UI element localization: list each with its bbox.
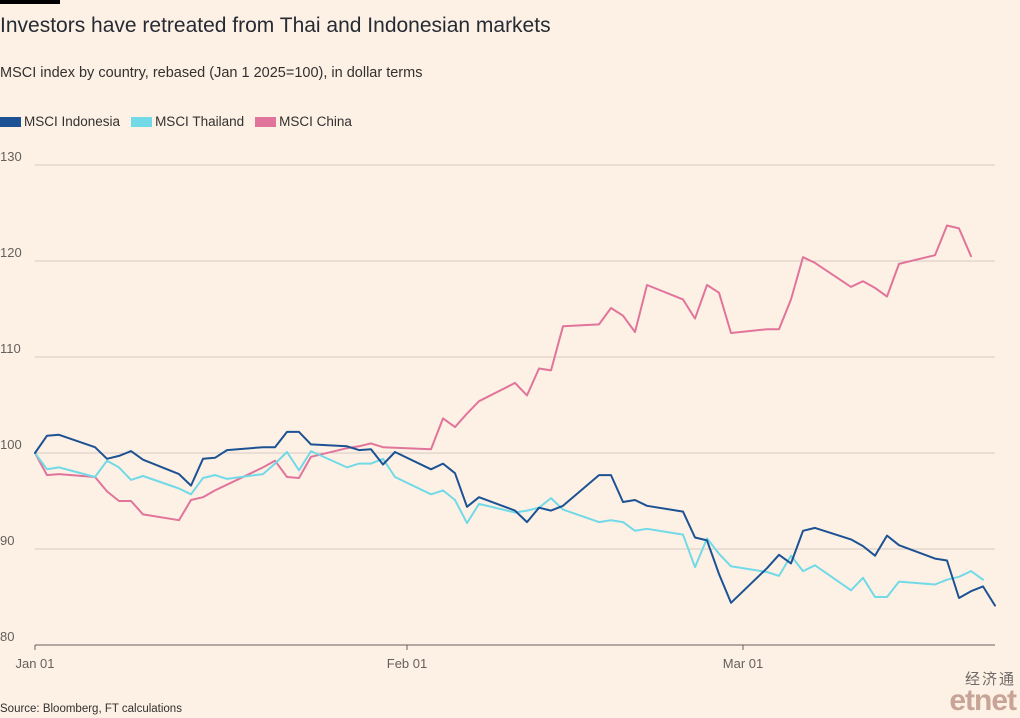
x-tick-label: Mar 01 xyxy=(723,656,763,671)
legend-item-china: MSCI China xyxy=(255,114,352,129)
series-line-thailand xyxy=(34,450,984,598)
legend-item-indonesia: MSCI Indonesia xyxy=(0,114,120,129)
legend-label-china: MSCI China xyxy=(279,114,352,129)
x-tick-label: Feb 01 xyxy=(387,656,427,671)
etnet-logo-text: etnet xyxy=(949,684,1017,717)
legend-swatch-thailand xyxy=(131,116,153,127)
y-tick-label: 90 xyxy=(0,533,14,548)
legend-item-thailand: MSCI Thailand xyxy=(131,114,244,129)
legend-label-indonesia: MSCI Indonesia xyxy=(24,114,121,129)
y-tick-label: 130 xyxy=(0,150,22,164)
series-line-china xyxy=(34,224,972,522)
top-accent-bar xyxy=(0,0,60,4)
y-tick-label: 80 xyxy=(0,629,14,644)
x-tick-label: Jan 01 xyxy=(15,656,54,671)
source-note: Source: Bloomberg, FT calculations xyxy=(0,703,182,715)
legend-label-thailand: MSCI Thailand xyxy=(155,114,245,129)
etnet-logo-chinese: 经济通 xyxy=(964,671,1016,688)
chart-subtitle: MSCI index by country, rebased (Jan 1 20… xyxy=(0,65,423,81)
chart-title: Investors have retreated from Thai and I… xyxy=(0,14,551,37)
series-line-indonesia xyxy=(34,430,996,607)
y-tick-label: 110 xyxy=(0,341,21,356)
legend-swatch-china xyxy=(255,116,277,127)
legend-swatch-indonesia xyxy=(0,116,21,127)
etnet-logo: 经济通 etnet xyxy=(949,671,1017,717)
line-chart: 80 90 100 110 120 130 Jan 01 Feb 01 Mar 01 xyxy=(0,150,996,671)
y-tick-label: 120 xyxy=(0,245,22,260)
legend: MSCI Indonesia MSCI Thailand MSCI China xyxy=(0,114,363,129)
y-tick-label: 100 xyxy=(0,437,22,452)
